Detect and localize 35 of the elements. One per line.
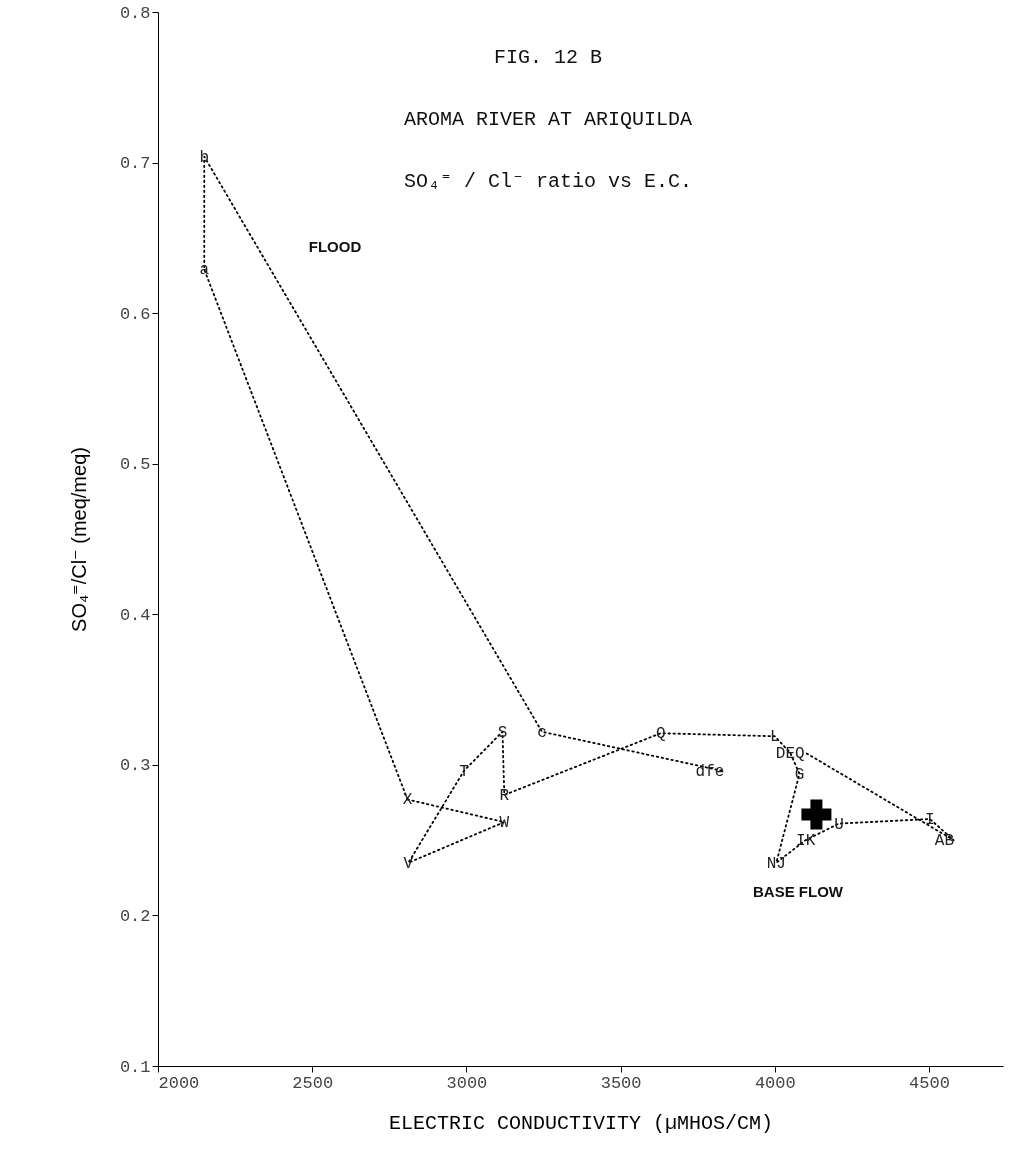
y-tick-label: 0.2 xyxy=(119,906,151,926)
x-tick-label: 4000 xyxy=(754,1073,796,1093)
annotation: BASE FLOW xyxy=(753,883,844,900)
x-tick-label: 4500 xyxy=(909,1073,950,1093)
y-tick-label: 0.1 xyxy=(119,1057,151,1077)
annotation: dfe xyxy=(695,762,725,781)
annotation: X xyxy=(402,791,413,810)
y-tick-label: 0.5 xyxy=(119,455,151,475)
text: AROMA RIVER AT ARIQUILDA xyxy=(403,108,693,131)
x-tick-label: 3500 xyxy=(600,1073,642,1093)
annotation: V xyxy=(403,854,414,873)
y-tick-label: 0.4 xyxy=(119,605,151,625)
annotation: T xyxy=(459,762,469,781)
text: FIG. 12 B xyxy=(493,46,603,69)
annotation: S xyxy=(497,723,508,742)
y-tick-label: 0.8 xyxy=(119,3,151,23)
y-tick-label: 0.3 xyxy=(119,756,151,776)
x-tick-label: 2000 xyxy=(158,1073,200,1093)
annotation: Q xyxy=(655,725,666,744)
y-tick-label: 0.7 xyxy=(119,154,151,174)
y-axis-title: SO₄⁼/Cl⁻ (meq/meq) xyxy=(67,447,90,632)
annotation: IK xyxy=(796,832,816,851)
annotation: AB xyxy=(934,832,955,851)
annotation: G xyxy=(794,765,805,784)
annotation: a xyxy=(199,261,210,280)
annotation: NJ xyxy=(766,854,786,873)
y-tick-label: 0.6 xyxy=(119,304,151,324)
x-axis-title: ELECTRIC CONDUCTIVITY (µMHOS/CM) xyxy=(388,1111,774,1135)
x-tick-label: 3000 xyxy=(446,1073,488,1093)
annotation: SO₄⁼ / Cl⁻ ratio vs E.C. xyxy=(403,170,693,193)
x-tick-label: 2500 xyxy=(292,1073,334,1093)
annotation: c xyxy=(537,723,547,742)
annotation: FLOOD xyxy=(308,238,362,255)
annotation: DEQ xyxy=(775,744,805,763)
annotation: R xyxy=(499,786,510,805)
